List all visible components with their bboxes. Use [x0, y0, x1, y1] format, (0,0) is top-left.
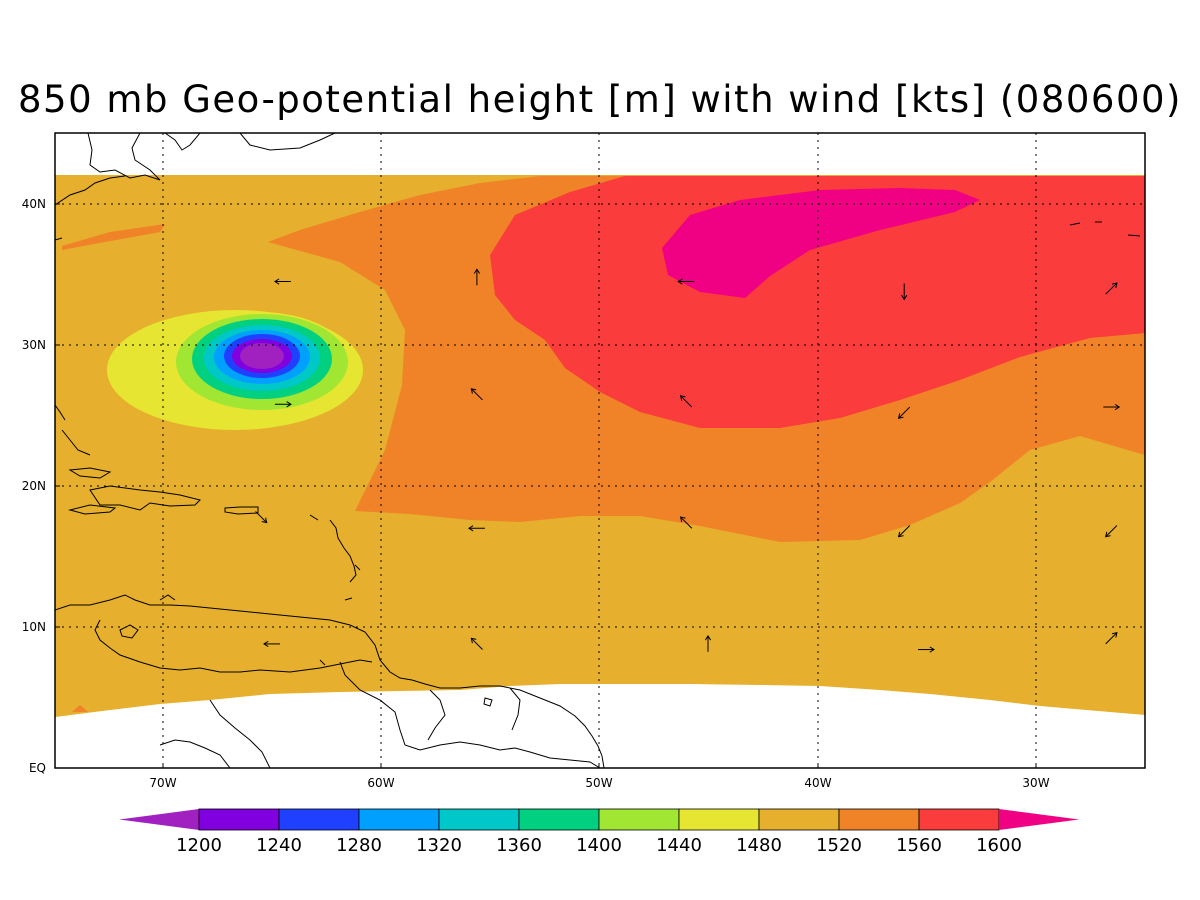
wind-arrow	[897, 525, 911, 538]
wind-arrow	[263, 640, 280, 648]
colorbar-swatch	[598, 808, 680, 831]
colorbar	[119, 808, 1079, 831]
colorbar-extend-high	[999, 809, 1079, 830]
lat-label-10n: 10N	[22, 620, 46, 634]
axis-ticks	[55, 203, 1037, 768]
wind-arrow	[255, 511, 268, 524]
wind-arrow	[677, 278, 695, 285]
low-pressure-rings	[105, 310, 365, 430]
colorbar-label: 1520	[816, 835, 862, 856]
wind-arrow	[273, 278, 291, 285]
wind-arrow	[470, 388, 483, 401]
wind-arrow	[679, 395, 693, 408]
wind-arrow	[679, 516, 693, 529]
gridlines	[55, 133, 1145, 768]
colorbar-label: 1280	[336, 835, 382, 856]
colorbar-label: 1320	[416, 835, 462, 856]
band-1520-1560-west	[62, 224, 165, 250]
colorbar-extend-low	[119, 809, 199, 830]
wind-arrow	[918, 646, 935, 653]
colorbar-swatch	[278, 808, 360, 831]
colorbar-swatch	[678, 808, 760, 831]
coastlines	[55, 133, 1141, 768]
contour-fill-layer	[55, 133, 1145, 768]
wind-arrow	[473, 268, 481, 286]
colorbar-label: 1480	[736, 835, 782, 856]
colorbar-label: 1200	[176, 835, 222, 856]
lon-label-70w: 70W	[149, 776, 176, 790]
wind-arrow	[1105, 525, 1118, 538]
wind-arrow	[467, 525, 485, 532]
colorbar-label: 1360	[496, 835, 542, 856]
wind-arrow	[274, 401, 292, 408]
colorbar-label: 1600	[976, 835, 1022, 856]
wind-vectors	[255, 268, 1121, 653]
colorbar-label: 1400	[576, 835, 622, 856]
wind-arrow	[901, 283, 908, 301]
colorbar-label: 1440	[656, 835, 702, 856]
lon-label-60w: 60W	[367, 776, 394, 790]
colorbar-swatch	[918, 808, 1000, 831]
lon-label-40w: 40W	[804, 776, 831, 790]
wind-arrow	[1103, 403, 1121, 411]
wind-arrow	[470, 637, 483, 650]
lat-label-40n: 40N	[22, 197, 46, 211]
map-title: 850 mb Geo-potential height [m] with win…	[18, 78, 1182, 121]
wind-arrow	[897, 406, 911, 419]
band-above-1600	[662, 188, 980, 298]
colorbar-label: 1240	[256, 835, 302, 856]
lat-label-30n: 30N	[22, 338, 46, 352]
colorbar-swatch	[438, 808, 520, 831]
wind-arrow	[1105, 632, 1118, 645]
plot-frame	[54, 132, 1146, 769]
lon-label-50w: 50W	[585, 776, 612, 790]
lon-label-30w: 30W	[1022, 776, 1049, 790]
lat-label-eq: EQ	[29, 761, 46, 775]
colorbar-swatch	[518, 808, 600, 831]
colorbar-labels: 1200 1240 1280 1320 1360 1400 1440 1480 …	[176, 835, 1022, 856]
colorbar-swatch	[758, 808, 840, 831]
colorbar-swatch	[358, 808, 440, 831]
colorbar-swatch	[838, 808, 920, 831]
lat-label-20n: 20N	[22, 479, 46, 493]
wind-arrow	[1105, 282, 1118, 295]
colorbar-swatch	[198, 808, 280, 831]
wind-arrow	[704, 634, 712, 652]
coastal-patch	[72, 705, 88, 712]
colorbar-label: 1560	[896, 835, 942, 856]
